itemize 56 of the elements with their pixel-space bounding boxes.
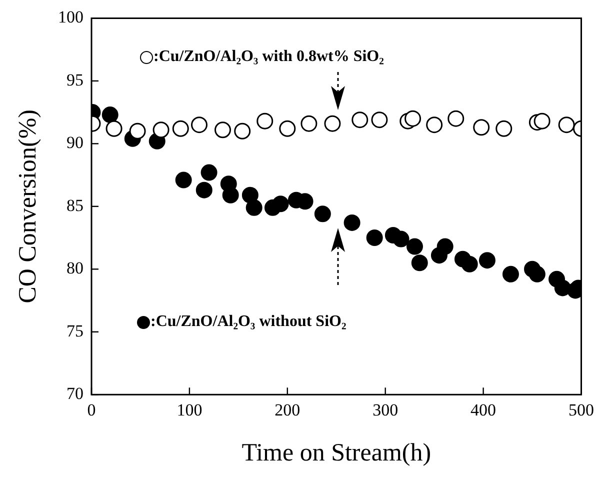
point bbox=[411, 254, 428, 272]
legend-label: :Cu/ZnO/Al₂O₃ without SiO₂ bbox=[150, 313, 346, 332]
point bbox=[200, 164, 218, 181]
point bbox=[172, 120, 189, 137]
point bbox=[190, 116, 208, 134]
y-tick-label: 80 bbox=[66, 258, 84, 278]
point bbox=[175, 172, 192, 188]
x-axis-title: Time on Stream(h) bbox=[242, 440, 432, 467]
point bbox=[448, 110, 464, 127]
point bbox=[152, 122, 170, 138]
point bbox=[106, 120, 122, 137]
x-tick-label: 300 bbox=[372, 400, 398, 420]
point bbox=[222, 186, 239, 204]
point bbox=[478, 252, 496, 269]
x-tick-label: 500 bbox=[568, 400, 594, 420]
point bbox=[300, 115, 318, 132]
point bbox=[272, 196, 289, 212]
x-tick-label: 100 bbox=[176, 400, 202, 420]
point bbox=[324, 115, 341, 132]
point bbox=[371, 112, 388, 128]
legend-label: :Cu/ZnO/Al₂O₃ with 0.8wt% SiO₂ bbox=[154, 48, 384, 66]
point bbox=[558, 116, 575, 134]
point bbox=[214, 122, 232, 138]
y-tick-label: 85 bbox=[66, 196, 84, 215]
y-tick-label: 100 bbox=[58, 8, 84, 27]
point bbox=[314, 206, 331, 222]
point bbox=[426, 116, 443, 134]
point bbox=[436, 238, 454, 255]
y-tick-label: 90 bbox=[66, 133, 84, 152]
point bbox=[534, 112, 550, 130]
y-tick-label: 70 bbox=[66, 384, 84, 404]
point bbox=[392, 230, 410, 248]
x-tick-label: 400 bbox=[470, 400, 496, 420]
x-tick-label: 0 bbox=[87, 400, 96, 420]
point bbox=[352, 112, 368, 128]
point bbox=[461, 256, 478, 272]
point bbox=[279, 120, 296, 137]
point bbox=[129, 122, 146, 140]
point bbox=[246, 199, 262, 216]
x-tick-label: 200 bbox=[274, 400, 300, 420]
point bbox=[406, 238, 423, 255]
point bbox=[528, 266, 546, 282]
y-axis-title: CO Conversion(%) bbox=[14, 110, 42, 304]
point bbox=[496, 120, 512, 137]
y-tick-label: 95 bbox=[66, 70, 84, 90]
point bbox=[234, 122, 251, 140]
y-tick-label: 75 bbox=[66, 321, 84, 340]
point bbox=[473, 119, 490, 136]
point bbox=[366, 230, 383, 246]
point bbox=[102, 106, 118, 124]
point bbox=[256, 112, 274, 130]
point bbox=[344, 214, 360, 231]
point bbox=[196, 182, 212, 198]
point bbox=[404, 110, 422, 127]
point bbox=[242, 186, 258, 204]
point bbox=[502, 266, 519, 282]
